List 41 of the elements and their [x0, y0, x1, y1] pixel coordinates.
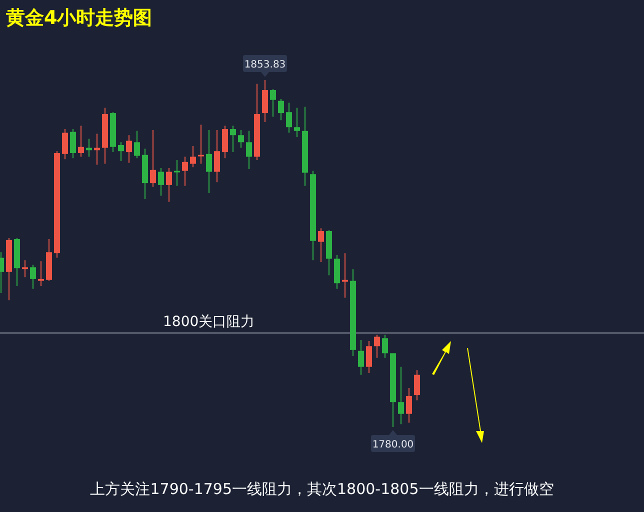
- candlestick: [62, 128, 68, 160]
- candlestick: [190, 145, 196, 168]
- candlestick: [398, 366, 404, 425]
- candlestick: [246, 130, 252, 170]
- candlestick: [358, 340, 364, 376]
- annotation: 1853.83: [244, 60, 286, 70]
- candlestick: [406, 387, 412, 424]
- candlestick: [198, 124, 204, 164]
- candlestick: [222, 125, 228, 159]
- candlestick: [126, 134, 132, 164]
- candlestick: [230, 125, 236, 153]
- candlestick: [150, 129, 156, 188]
- candlestick: [38, 260, 44, 286]
- text: 上方关注1790-1795一线阻力，其次1800-1805一线阻力，进行做空: [90, 480, 554, 498]
- candlestick: [294, 107, 300, 138]
- candlestick: [118, 142, 124, 162]
- candlestick: [30, 264, 36, 290]
- candlestick: [134, 130, 140, 159]
- candlestick: [182, 156, 188, 186]
- candlestick: [70, 128, 76, 159]
- candlestick: [262, 80, 268, 122]
- candlestick: [414, 370, 420, 401]
- candlestick: [382, 334, 388, 358]
- candlestick: [238, 129, 244, 148]
- candlestick: [270, 88, 276, 118]
- candlestick: [166, 168, 172, 202]
- candlestick: [78, 125, 84, 158]
- candlestick: [158, 168, 164, 196]
- candlestick: [206, 129, 212, 194]
- candlestick: [342, 252, 348, 298]
- chart-title: 黄金4小时走势图: [5, 7, 152, 29]
- candlestick: [286, 102, 292, 134]
- candlestick: [278, 98, 284, 121]
- candlestick: [214, 129, 220, 183]
- candlestick: [374, 334, 380, 358]
- candlestick: [22, 260, 28, 278]
- annotation: 1780.00: [372, 440, 414, 450]
- candlestick: [366, 340, 372, 374]
- ref-line-label: 1800关口阻力: [163, 314, 255, 330]
- candlestick: [318, 228, 324, 263]
- candlestick: [174, 160, 180, 186]
